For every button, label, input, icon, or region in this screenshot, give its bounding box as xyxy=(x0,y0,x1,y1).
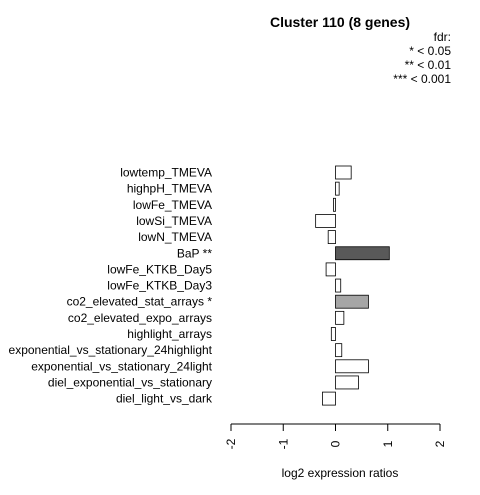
bar-2 xyxy=(335,181,340,196)
bar-15 xyxy=(322,391,336,406)
bar-3 xyxy=(333,197,336,212)
x-tick-label-1: -2 xyxy=(224,438,238,449)
bar-6 xyxy=(335,246,390,261)
bar-14 xyxy=(335,375,359,390)
x-tick-label-3: 0 xyxy=(329,440,343,447)
bar-5 xyxy=(327,230,336,245)
chart-title: Cluster 110 (8 genes) xyxy=(270,14,410,30)
category-label-13: exponential_vs_stationary_24light xyxy=(31,359,212,373)
bar-4 xyxy=(315,214,336,228)
category-label-7: lowFe_KTKB_Day5 xyxy=(107,262,212,276)
legend-entry-3: *** < 0.001 xyxy=(393,72,451,86)
bar-11 xyxy=(330,327,336,341)
category-label-1: lowtemp_TMEVA xyxy=(120,166,212,180)
x-axis-label: log2 expression ratios xyxy=(282,466,399,480)
bar-12 xyxy=(335,343,343,358)
category-label-3: lowFe_TMEVA xyxy=(133,198,212,212)
x-tick-label-4: 1 xyxy=(381,440,395,447)
category-label-14: diel_exponential_vs_stationary xyxy=(48,375,212,389)
x-tick-label-2: -1 xyxy=(276,438,290,449)
legend: fdr: * < 0.05 ** < 0.01 *** < 0.001 xyxy=(393,30,451,86)
category-label-2: highpH_TMEVA xyxy=(127,182,212,196)
category-label-8: lowFe_KTKB_Day3 xyxy=(107,279,212,293)
category-labels: lowtemp_TMEVA highpH_TMEVA lowFe_TMEVA lowS… xyxy=(9,166,213,406)
category-label-15: diel_light_vs_dark xyxy=(116,392,213,406)
legend-entry-2: ** < 0.01 xyxy=(405,58,452,72)
bar-13 xyxy=(335,359,369,374)
category-label-9: co2_elevated_stat_arrays * xyxy=(67,295,213,309)
category-label-12: exponential_vs_stationary_24highlight xyxy=(9,343,213,357)
bars-group xyxy=(315,165,390,406)
category-label-4: lowSi_TMEVA xyxy=(136,214,212,228)
bar-10 xyxy=(335,310,345,325)
x-axis: -2 -1 0 1 2 xyxy=(224,423,447,449)
category-label-11: highlight_arrays xyxy=(127,327,212,341)
x-tick-label-5: 2 xyxy=(433,440,447,447)
category-label-10: co2_elevated_expo_arrays xyxy=(68,311,212,325)
bar-8 xyxy=(335,278,342,293)
category-label-6: BaP ** xyxy=(177,246,212,260)
category-label-5: lowN_TMEVA xyxy=(138,230,212,244)
legend-entry-1: * < 0.05 xyxy=(409,44,451,58)
bar-1 xyxy=(335,165,352,180)
bar-7 xyxy=(325,262,336,277)
legend-title: fdr: xyxy=(434,30,451,44)
bar-9 xyxy=(335,294,369,309)
